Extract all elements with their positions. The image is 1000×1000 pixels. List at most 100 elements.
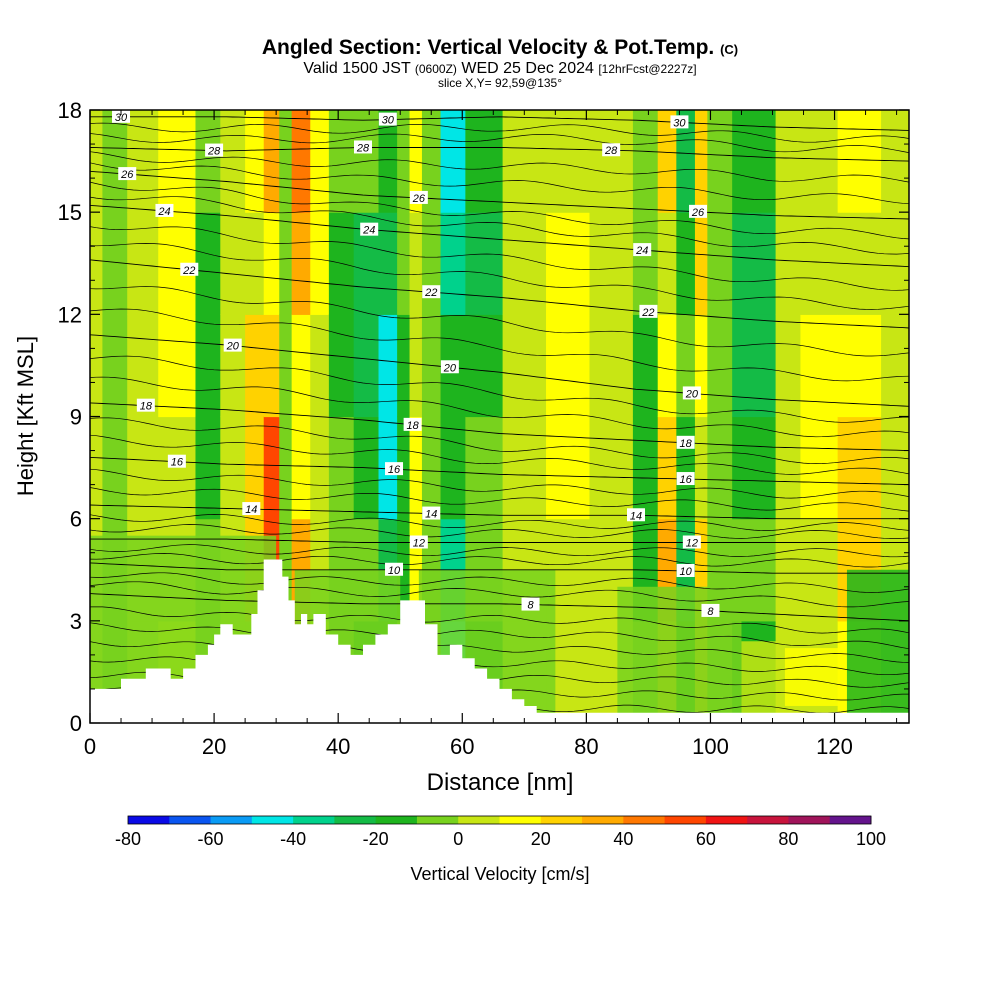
velocity-cell	[502, 110, 547, 213]
y-tick-label: 3	[70, 609, 82, 634]
valid-date: WED 25 Dec 2024	[461, 60, 594, 77]
isentrope-label-bg	[167, 454, 186, 468]
velocity-cell	[775, 416, 802, 520]
velocity-cell	[220, 110, 246, 213]
isentrope-line	[90, 286, 909, 357]
chart-title: Angled Section: Vertical Velocity & Pot.…	[0, 36, 1000, 60]
isentrope-label-bg	[521, 597, 540, 611]
velocity-cell	[465, 110, 504, 213]
velocity-cell	[694, 212, 708, 315]
velocity-cell	[245, 212, 265, 315]
isentrope-label-bg	[385, 562, 404, 576]
isentrope-label-bg	[682, 386, 701, 400]
velocity-cell	[328, 110, 355, 213]
isentrope-line	[90, 308, 909, 382]
velocity-cell	[195, 110, 221, 213]
forecast-info: [12hrFcst@2227z]	[598, 62, 697, 76]
isentrope-label: 24	[157, 206, 170, 218]
y-tick-label: 0	[70, 711, 82, 736]
velocity-cell	[707, 110, 733, 213]
velocity-cell	[657, 212, 677, 315]
isentrope-label-bg	[242, 502, 261, 516]
velocity-cell	[397, 416, 411, 520]
velocity-cell	[279, 110, 293, 213]
isentrope-line	[90, 562, 909, 574]
velocity-cell	[279, 314, 293, 418]
colorbar-swatch	[210, 816, 253, 824]
isentrope-line	[90, 524, 909, 539]
colorbar-swatch	[788, 816, 831, 824]
isentrope-line	[90, 196, 909, 255]
isentrope-label-bg	[627, 508, 645, 522]
isentrope-label-bg	[403, 417, 422, 431]
colorbar-swatch	[251, 816, 294, 824]
isentrope-label-bg	[676, 435, 695, 449]
velocity-cell	[328, 416, 355, 520]
velocity-cell	[245, 110, 265, 213]
velocity-cell	[291, 416, 311, 520]
velocity-cell	[378, 110, 398, 213]
velocity-cell	[800, 110, 839, 213]
velocity-cell	[440, 416, 466, 520]
colorbar-tick-label: 80	[778, 829, 798, 849]
isentrope-label-bg	[602, 143, 621, 157]
colorbar-swatch	[705, 816, 748, 824]
isentrope-label-bg	[360, 222, 379, 236]
isentrope-label: 14	[425, 509, 437, 521]
isentrope-line	[90, 243, 909, 310]
colorbar-swatch	[664, 816, 707, 824]
velocity-cell	[881, 212, 909, 315]
velocity-cell	[657, 314, 677, 418]
isentrope-label-bg	[633, 243, 652, 257]
velocity-cell	[589, 212, 634, 315]
colorbar-label: Vertical Velocity [cm/s]	[410, 864, 589, 884]
isentrope-label: 10	[680, 566, 693, 578]
velocity-cell	[220, 416, 246, 520]
isentrope-label: 24	[362, 225, 375, 237]
low-level-zone	[846, 569, 909, 723]
velocity-cell	[775, 314, 802, 418]
isentrope-line	[90, 116, 909, 131]
isentrope-line	[90, 504, 909, 520]
slice-info: slice X,Y= 92,59@135°	[437, 76, 563, 90]
isentrope-label: 8	[707, 606, 714, 618]
axis-ticks: 0 20 40 60 80 100 120 0 3 6 9 12 15 18	[58, 98, 909, 759]
isentrope-line	[90, 376, 909, 438]
velocity-cell	[102, 314, 128, 418]
isentrope-label-bg	[676, 563, 695, 577]
colorbar-tick-label: -80	[115, 829, 141, 849]
isentrope-line	[90, 514, 909, 531]
isentrope-label-bg	[689, 204, 708, 218]
velocity-cell	[775, 212, 802, 315]
isentrope-line	[90, 170, 909, 220]
velocity-cell	[421, 110, 442, 213]
velocity-cell	[328, 314, 355, 418]
velocity-cell	[158, 110, 197, 213]
y-tick-label: 12	[58, 302, 82, 327]
velocity-cell	[195, 416, 221, 520]
x-tick-label: 20	[202, 734, 226, 759]
colorbar-tick-label: 40	[613, 829, 633, 849]
colorbar-swatch	[623, 816, 666, 824]
title-main: Angled Section: Vertical Velocity & Pot.…	[261, 36, 715, 59]
isentrope-label: 28	[207, 146, 221, 158]
velocity-cell	[800, 314, 839, 418]
isentrope-label: 20	[443, 362, 457, 374]
isentrope-line	[90, 581, 909, 608]
isentrope-label-bg	[354, 140, 372, 154]
velocity-cell	[632, 110, 659, 213]
isentrope-line	[90, 259, 909, 329]
colorbar-tick-label: -20	[363, 829, 389, 849]
velocity-cell	[245, 314, 265, 418]
isentrope-label: 30	[115, 112, 128, 124]
isentrope-line	[90, 468, 909, 499]
isentrope-label: 20	[226, 341, 240, 353]
colorbar-swatch	[747, 816, 789, 824]
isentrope-label-bg	[422, 285, 441, 299]
isentrope-line	[90, 147, 909, 162]
colorbar-tick-label: -60	[198, 829, 224, 849]
velocity-cell	[195, 314, 221, 418]
isentrope-line	[90, 226, 909, 291]
velocity-cell	[291, 314, 311, 418]
velocity-cell	[632, 416, 659, 520]
